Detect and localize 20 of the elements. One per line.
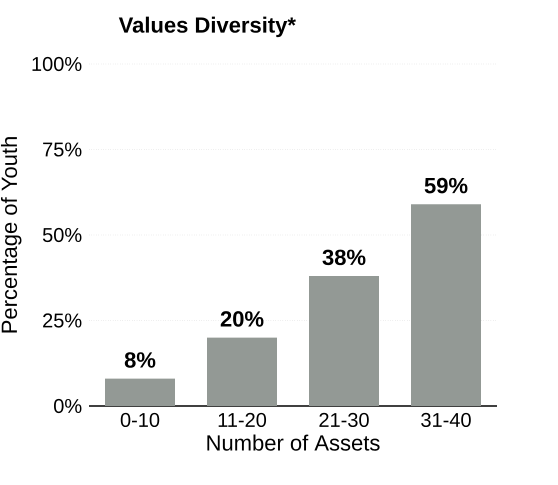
- bar: [309, 276, 380, 406]
- x-tick-label: 11-20: [218, 412, 266, 428]
- x-axis-title: Number of Assets: [207, 434, 380, 451]
- x-tick-label: 31-40: [421, 412, 471, 428]
- data-label: 59%: [424, 178, 468, 194]
- data-label: 8%: [124, 352, 156, 368]
- data-label: 38%: [322, 250, 366, 266]
- bar: [207, 338, 277, 406]
- bar: [105, 378, 175, 406]
- y-tick-label: 75%: [43, 142, 82, 157]
- chart-title: Values Diversity*: [118, 16, 296, 38]
- y-tick-label: 25%: [43, 313, 82, 328]
- data-label: 20%: [220, 311, 264, 327]
- bar: [411, 204, 482, 406]
- y-tick-label: 100%: [32, 56, 82, 72]
- x-tick-label: 0-10: [120, 412, 160, 428]
- y-tick-label: 0%: [54, 398, 82, 414]
- y-axis-title: Percentage of Youth: [0, 137, 22, 332]
- x-tick-label: 21-30: [319, 412, 369, 428]
- y-tick-label: 50%: [42, 228, 82, 242]
